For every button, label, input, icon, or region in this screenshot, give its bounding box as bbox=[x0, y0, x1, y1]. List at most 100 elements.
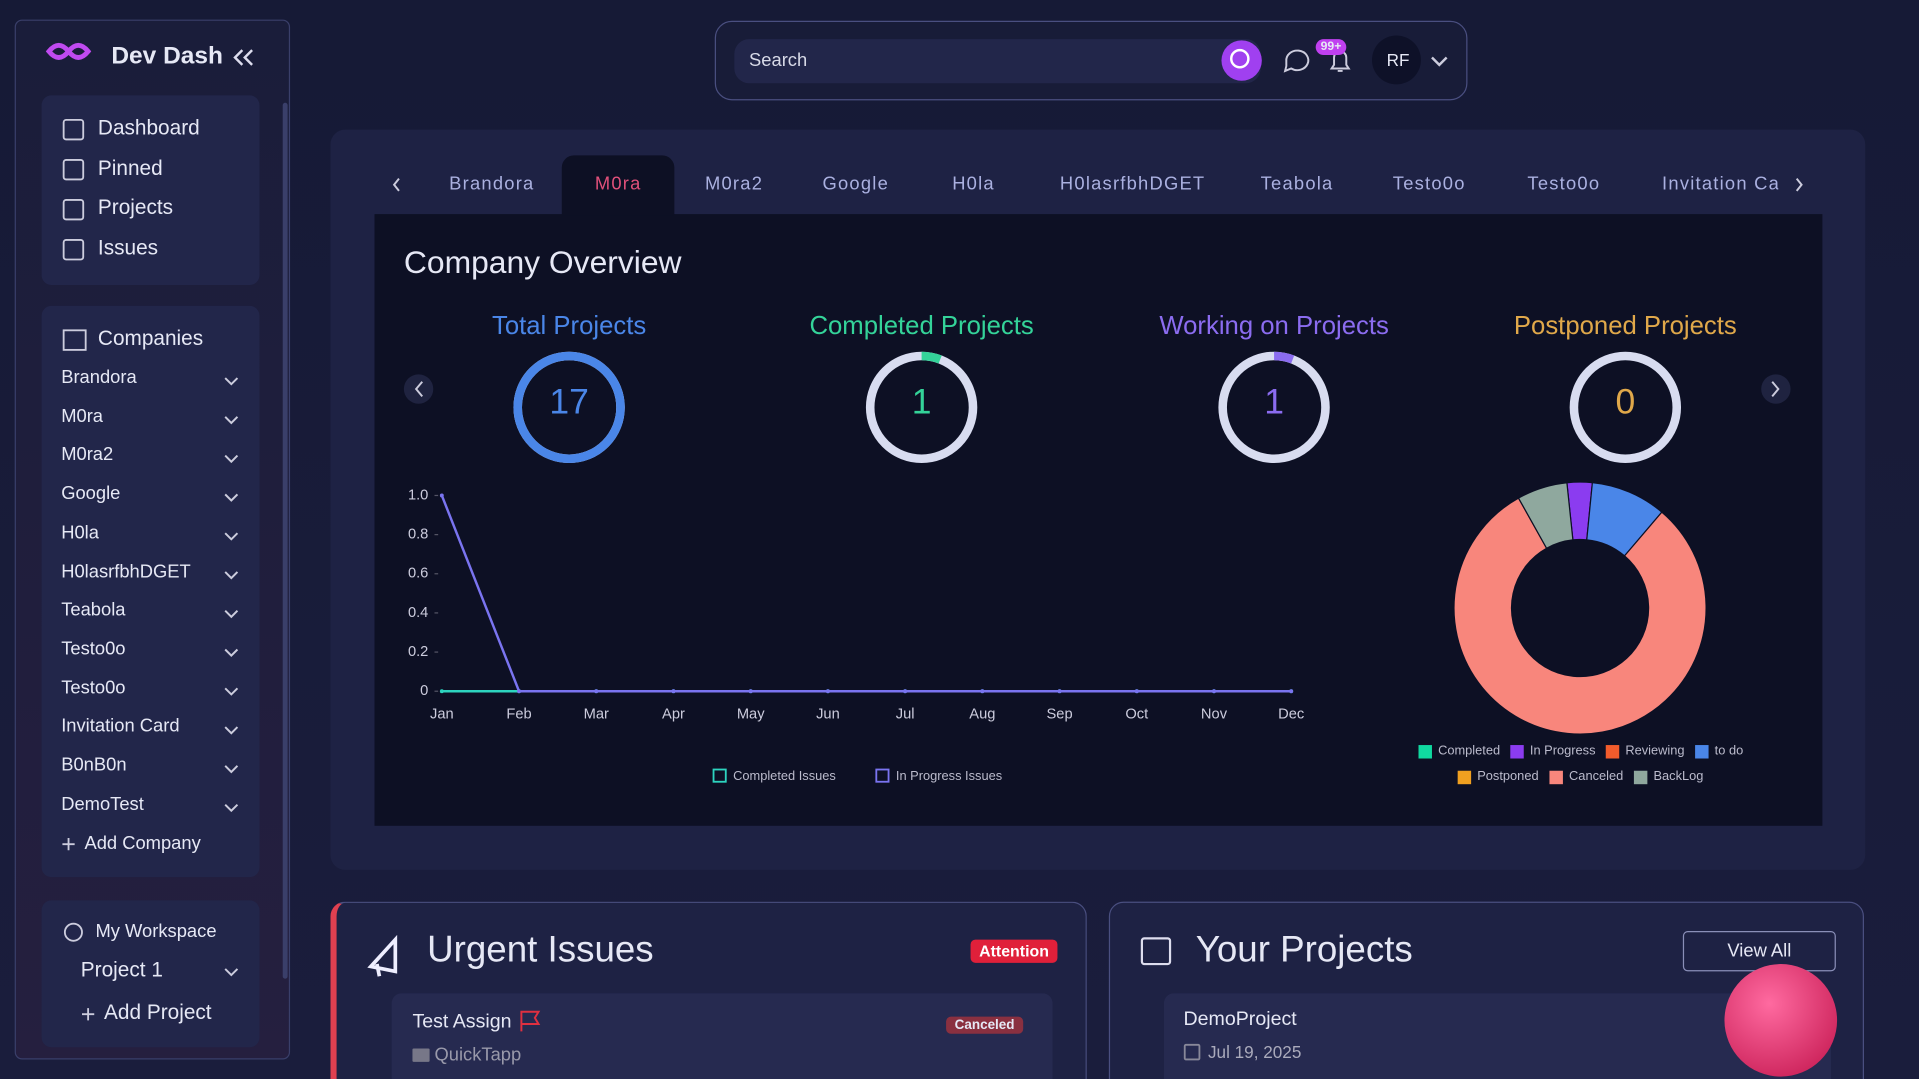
point bbox=[825, 689, 830, 694]
point bbox=[1212, 689, 1216, 694]
x-tick-label: May bbox=[737, 706, 765, 722]
company-item[interactable]: H0la bbox=[61, 522, 99, 543]
tab[interactable]: Testo0o bbox=[1392, 173, 1466, 195]
nav-icon bbox=[62, 198, 85, 221]
point bbox=[1134, 689, 1139, 694]
point bbox=[671, 689, 676, 694]
x-tick-label: Jan bbox=[430, 706, 454, 722]
company-item[interactable]: Testo0o bbox=[61, 677, 126, 699]
company-item[interactable]: Invitation Card bbox=[61, 716, 180, 737]
x-tick-label: Oct bbox=[1125, 706, 1148, 722]
x-tick-label: Apr bbox=[662, 706, 685, 722]
tab[interactable]: Google bbox=[822, 173, 890, 195]
nav-item[interactable]: Issues bbox=[97, 236, 159, 260]
point bbox=[594, 689, 599, 694]
company-item[interactable]: Teabola bbox=[61, 599, 126, 621]
tab[interactable]: Invitation Card bbox=[1662, 173, 1779, 195]
legend-swatch bbox=[875, 768, 890, 783]
legend-label: to do bbox=[1715, 743, 1744, 758]
donut-slice bbox=[1517, 482, 1574, 550]
point bbox=[1289, 689, 1294, 694]
company-item[interactable]: B0nB0n bbox=[61, 754, 127, 776]
chevron bbox=[224, 803, 239, 813]
megaphone-icon bbox=[367, 934, 398, 977]
nav-item[interactable]: Projects bbox=[97, 196, 174, 220]
stat-ring bbox=[1569, 351, 1682, 464]
x-tick-label: Jul bbox=[896, 706, 915, 722]
tab[interactable]: M0ra bbox=[594, 173, 642, 195]
tab[interactable]: Brandora bbox=[449, 173, 535, 195]
tab[interactable]: H0la bbox=[952, 173, 995, 195]
stat-arc bbox=[1273, 351, 1295, 364]
stat-label: Postponed Projects bbox=[1513, 311, 1737, 341]
project-item[interactable]: Project 1 bbox=[80, 957, 163, 982]
y-tick-label: 0 bbox=[420, 683, 428, 699]
stat-label: Working on Projects bbox=[1159, 311, 1389, 341]
y-tick-label: 0.2 bbox=[408, 644, 428, 660]
nav-item[interactable]: Pinned bbox=[97, 156, 163, 180]
company-item[interactable]: H0lasrfbhDGET bbox=[61, 560, 191, 582]
next-arrow[interactable] bbox=[1761, 374, 1791, 404]
project-item[interactable] bbox=[1163, 993, 1831, 1079]
search-placeholder: Search bbox=[749, 50, 808, 71]
x-tick-label: Aug bbox=[969, 706, 995, 722]
x-tick-label: Dec bbox=[1278, 706, 1304, 722]
notification-badge: 99+ bbox=[1315, 39, 1347, 56]
company-item[interactable]: Testo0o bbox=[61, 638, 126, 660]
x-tick-label: Nov bbox=[1201, 706, 1228, 722]
legend-swatch bbox=[1695, 745, 1709, 759]
x-tick-label: Jun bbox=[816, 706, 840, 722]
company-item[interactable]: Google bbox=[61, 483, 121, 505]
legend-label: Reviewing bbox=[1625, 743, 1684, 758]
section-title: My Workspace bbox=[95, 921, 217, 943]
y-tick-label: 1.0 bbox=[408, 487, 428, 503]
prev-arrow[interactable] bbox=[403, 374, 434, 404]
project-name[interactable]: DemoProject bbox=[1183, 1009, 1297, 1031]
point bbox=[980, 689, 985, 694]
collapse-icon[interactable] bbox=[233, 49, 253, 66]
chevron bbox=[224, 377, 239, 386]
company-item[interactable]: Brandora bbox=[61, 367, 137, 388]
search-box[interactable] bbox=[734, 39, 1261, 84]
plus bbox=[62, 838, 75, 851]
stat-label: Completed Projects bbox=[809, 311, 1034, 341]
folder-icon bbox=[412, 1048, 430, 1062]
issue-title[interactable]: Test Assign bbox=[412, 1011, 512, 1033]
tab[interactable]: H0lasrfbhDGET bbox=[1059, 173, 1206, 195]
add-project[interactable]: Add Project bbox=[104, 1000, 212, 1024]
chevron bbox=[224, 532, 239, 541]
chevron bbox=[224, 765, 239, 774]
search-button[interactable] bbox=[1221, 40, 1262, 81]
avatar-chevron[interactable] bbox=[1431, 56, 1448, 67]
donut-slice bbox=[1453, 497, 1707, 735]
tab[interactable]: M0ra2 bbox=[704, 173, 764, 195]
brand: Dev Dash bbox=[111, 42, 223, 70]
company-item[interactable]: M0ra2 bbox=[61, 444, 114, 466]
company-item[interactable]: DemoTest bbox=[61, 793, 144, 815]
tab[interactable]: Testo0o bbox=[1527, 173, 1601, 195]
legend-swatch bbox=[1605, 745, 1620, 759]
nav-box bbox=[41, 95, 260, 286]
chevron bbox=[224, 687, 239, 696]
legend-label: In Progress Issues bbox=[896, 768, 1002, 783]
chevron bbox=[224, 610, 239, 619]
view-all-label[interactable]: View All bbox=[1727, 940, 1792, 962]
chevron bbox=[224, 416, 239, 425]
issue-status: Canceled bbox=[946, 1016, 1024, 1034]
issue-item[interactable] bbox=[391, 993, 1053, 1079]
nav-icon bbox=[62, 238, 85, 261]
active-tab bbox=[561, 155, 675, 216]
chevron bbox=[224, 454, 239, 464]
nav-item[interactable]: Dashboard bbox=[97, 116, 200, 140]
tab[interactable]: Teabola bbox=[1260, 173, 1334, 195]
add-company[interactable]: Add Company bbox=[84, 833, 201, 854]
chevron bbox=[224, 726, 239, 735]
search-icon bbox=[1230, 48, 1250, 69]
x-tick-label: Mar bbox=[584, 706, 609, 722]
company-item[interactable]: M0ra bbox=[61, 405, 104, 427]
stat-value: 17 bbox=[549, 382, 589, 423]
avatar[interactable] bbox=[1371, 35, 1421, 85]
floating-button[interactable] bbox=[1724, 964, 1838, 1077]
card-title: Urgent Issues bbox=[427, 929, 654, 971]
